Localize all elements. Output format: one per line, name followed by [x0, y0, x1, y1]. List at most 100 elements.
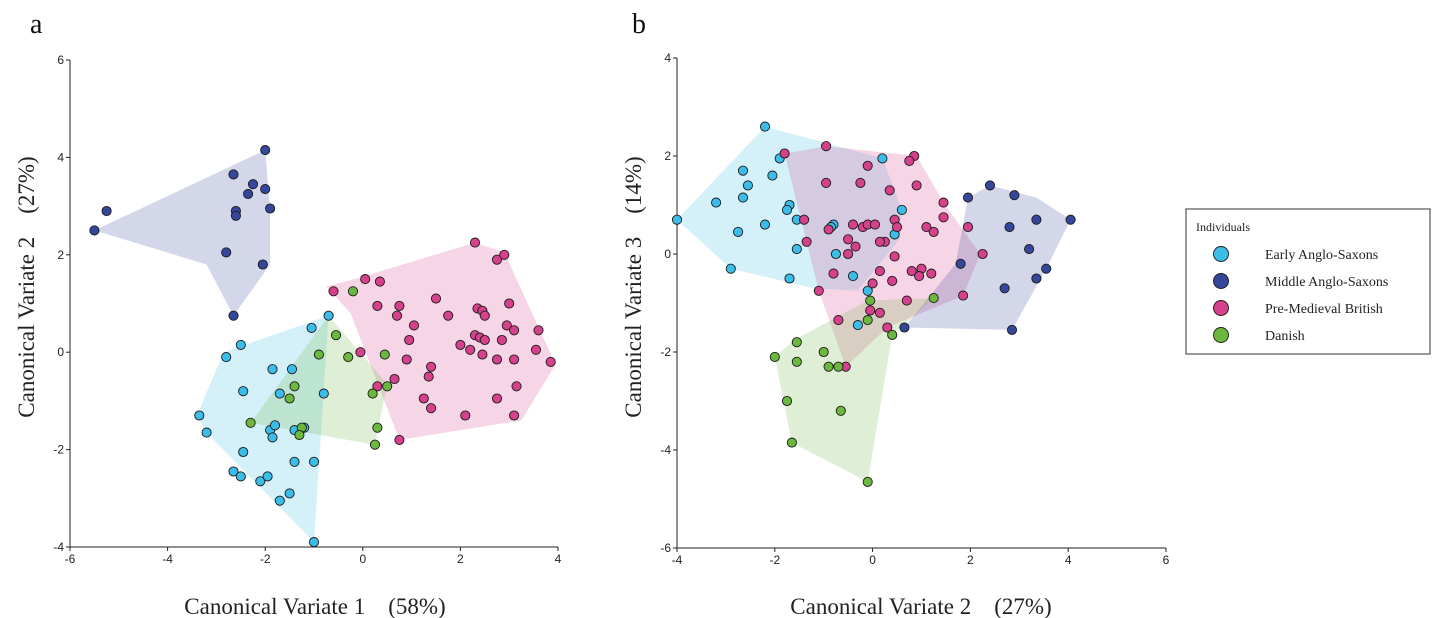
x-tick-label: -2 [769, 553, 780, 567]
point-early [711, 197, 722, 208]
point-danish [818, 346, 829, 358]
point-pre [394, 300, 405, 311]
point-pre [906, 266, 917, 277]
point-danish [379, 349, 390, 360]
point-pre [887, 275, 898, 286]
x-tick-label: -4 [162, 552, 173, 566]
point-early [737, 165, 749, 176]
legend: Individuals Early Anglo-Saxons Middle Ang… [1185, 208, 1431, 355]
point-pre [813, 285, 824, 296]
point-pre [443, 310, 454, 321]
point-pre [533, 325, 544, 336]
point-early [201, 427, 212, 438]
legend-label-early: Early Anglo-Saxons [1265, 248, 1378, 263]
point-danish [347, 286, 359, 297]
point-danish [791, 337, 802, 348]
point-middle [984, 180, 996, 191]
point-early [267, 364, 278, 375]
x-tick-label: 0 [359, 552, 366, 566]
point-pre [914, 271, 925, 282]
point-pre [821, 177, 832, 188]
point-pre [408, 320, 420, 331]
x-tick-label: -6 [65, 552, 76, 566]
y-tick-label: -4 [53, 540, 64, 554]
point-pre [938, 212, 949, 223]
point-early [238, 446, 249, 458]
point-early [235, 339, 246, 350]
point-early [255, 476, 266, 487]
point-pre [530, 344, 542, 355]
point-pre [799, 214, 810, 225]
point-danish [284, 393, 295, 404]
point-danish [823, 361, 834, 372]
point-early [308, 537, 320, 548]
panel-b-hulls [677, 126, 1071, 482]
y-tick-label: 0 [664, 247, 671, 261]
point-pre [328, 286, 339, 297]
point-early [759, 121, 771, 132]
point-pre [460, 410, 471, 421]
legend-marker-danish [1213, 327, 1229, 343]
point-pre [469, 237, 481, 248]
point-pre [821, 141, 832, 152]
point-early [267, 432, 278, 443]
point-early [286, 364, 298, 375]
point-early [737, 192, 749, 203]
point-pre [509, 325, 520, 336]
point-early [228, 466, 239, 477]
point-danish [928, 293, 939, 304]
point-pre [911, 180, 922, 191]
point-pre [499, 249, 510, 260]
legend-label-danish: Danish [1265, 329, 1305, 344]
x-tick-label: -4 [672, 553, 683, 567]
point-danish [887, 329, 898, 340]
panel-a-letter: a [30, 9, 43, 40]
point-danish [372, 422, 383, 433]
point-early [877, 153, 888, 164]
point-pre [372, 300, 383, 311]
point-pre [374, 276, 385, 287]
point-middle [1004, 222, 1015, 233]
point-pre [423, 371, 434, 382]
point-early [284, 488, 295, 499]
point-pre [843, 248, 854, 260]
point-pre [938, 197, 949, 208]
point-pre [977, 248, 988, 260]
point-danish [862, 315, 873, 326]
point-pre [501, 320, 512, 331]
point-pre [404, 334, 415, 346]
x-tick-label: 4 [555, 552, 562, 566]
point-early [742, 180, 753, 191]
point-pre [850, 241, 861, 252]
point-danish [786, 437, 797, 448]
point-pre [926, 268, 937, 279]
point-middle [1031, 273, 1042, 284]
y-tick-label: 4 [57, 150, 64, 164]
y-tick-label: 6 [57, 53, 64, 67]
point-danish [369, 439, 381, 450]
point-danish [862, 476, 873, 487]
point-early [830, 248, 841, 260]
point-danish [313, 349, 324, 360]
point-middle [1031, 214, 1042, 225]
point-pre [843, 234, 854, 245]
point-middle [257, 259, 268, 270]
point-pre [465, 344, 476, 355]
point-danish [865, 295, 876, 306]
legend-items: Early Anglo-Saxons Middle Anglo-Saxons Pre… [1213, 246, 1388, 344]
point-early [759, 219, 771, 230]
point-middle [265, 203, 276, 214]
point-early [194, 410, 205, 421]
point-pre [823, 224, 834, 235]
point-early [767, 170, 778, 181]
point-pre [477, 349, 488, 360]
point-middle [999, 283, 1010, 294]
point-danish [382, 381, 393, 392]
point-pre [833, 315, 844, 326]
hull-pre [326, 242, 556, 440]
point-pre [418, 393, 429, 404]
point-pre [862, 160, 873, 171]
point-pre [372, 381, 383, 392]
point-early [221, 352, 232, 363]
